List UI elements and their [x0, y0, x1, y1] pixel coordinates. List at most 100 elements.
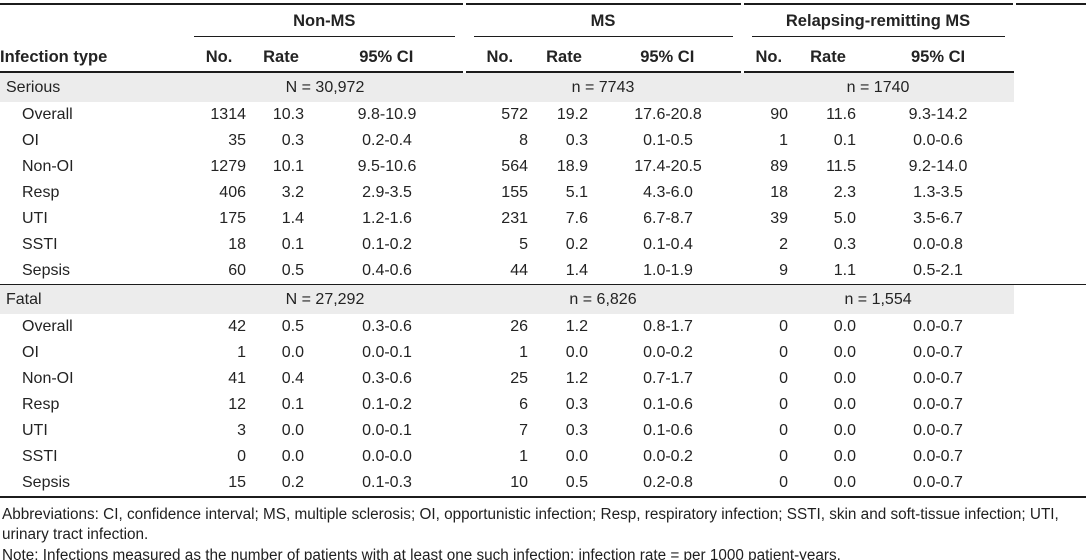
- group-label: MS: [473, 5, 733, 37]
- cell: 39: [770, 210, 789, 227]
- section-label: Fatal: [0, 284, 186, 314]
- row-label: Overall: [22, 318, 73, 335]
- cell: 1.2: [565, 318, 588, 335]
- cell: 0: [779, 318, 789, 335]
- group-header-ms: MS: [462, 3, 743, 37]
- row-label: Resp: [22, 184, 60, 201]
- cell: 1.2: [565, 370, 588, 387]
- cell: 1: [519, 448, 528, 465]
- cell: 6.7-8.7: [643, 210, 693, 227]
- row-label: Sepsis: [22, 262, 71, 279]
- cell: 17.6-20.8: [634, 106, 702, 123]
- cell: 0.7-1.7: [643, 370, 693, 387]
- cell: 3.5-6.7: [913, 210, 963, 227]
- cell: 10.3: [272, 106, 304, 123]
- col-header-rate: Rate: [794, 37, 863, 73]
- cell: 572: [501, 106, 528, 123]
- cell: 1: [779, 132, 789, 149]
- col-header-ci: 95% CI: [310, 37, 464, 73]
- filler-cell: [1014, 340, 1086, 366]
- filler-cell: [1014, 232, 1086, 258]
- cell: 3: [237, 422, 246, 439]
- col-header-rate: Rate: [534, 37, 594, 73]
- cell: 12: [228, 396, 246, 413]
- cell: 0.2-0.4: [362, 132, 412, 149]
- cell: 1.4: [565, 262, 588, 279]
- cell: 0.0: [833, 344, 857, 361]
- cell: 26: [510, 318, 528, 335]
- table-row: Sepsis 15 0.2 0.1-0.3 10 0.5 0.2-0.8 0 0.0 0.0-0.…: [0, 470, 1086, 498]
- cell: 0.0-0.7: [913, 370, 963, 387]
- column-header-row: Infection type No. Rate 95% CI No. Rate …: [0, 37, 1086, 73]
- group-header-row: Non-MS MS Relapsing-remitting MS: [0, 3, 1086, 37]
- cell: 5: [519, 236, 528, 253]
- cell: 18: [770, 184, 789, 201]
- cell: 564: [501, 158, 528, 175]
- row-header-label: Infection type: [0, 37, 186, 73]
- col-header-no: No.: [462, 37, 534, 73]
- col-header-ci: 95% CI: [594, 37, 743, 73]
- cell: 35: [228, 132, 246, 149]
- cell: 0.4: [281, 370, 304, 387]
- cell: 5.1: [565, 184, 588, 201]
- cell: 0.0: [833, 448, 857, 465]
- row-label: Non-OI: [22, 158, 74, 175]
- cell: 0: [237, 448, 246, 465]
- table-row: UTI 175 1.4 1.2-1.6 231 7.6 6.7-8.7 39 5.0 3.5-6.…: [0, 206, 1086, 232]
- cell: 1279: [210, 158, 246, 175]
- row-label: Non-OI: [22, 370, 74, 387]
- cell: 0.2-0.8: [594, 470, 743, 498]
- cell: 9.3-14.2: [908, 106, 968, 123]
- cell: 7: [519, 422, 528, 439]
- cell: 0.0: [281, 448, 304, 465]
- cell: 0.3: [281, 132, 304, 149]
- cell: 0.1-0.2: [362, 396, 412, 413]
- filler-cell: [1014, 258, 1086, 285]
- section-total: N = 27,292: [186, 284, 464, 314]
- group-header-non-ms: Non-MS: [186, 3, 464, 37]
- table-header: Non-MS MS Relapsing-remitting MS Infecti…: [0, 3, 1086, 73]
- section-total: n = 1,554: [742, 284, 1015, 314]
- col-header-no: No.: [740, 37, 795, 73]
- table-row: Resp 12 0.1 0.1-0.2 6 0.3 0.1-0.6 0 0.0 0.0-0.7: [0, 392, 1086, 418]
- filler-cell: [1014, 444, 1086, 470]
- group-label: Relapsing-remitting MS: [751, 5, 1005, 37]
- cell: 15: [186, 470, 252, 498]
- cell: 0.4-0.6: [362, 262, 412, 279]
- footnote-abbreviations: Abbreviations: CI, confidence interval; …: [2, 506, 1059, 544]
- filler-cell: [1014, 37, 1086, 72]
- section-total: n = 6,826: [464, 284, 743, 314]
- cell: 0.2: [565, 236, 588, 253]
- section-label: Serious: [0, 72, 186, 102]
- cell: 10.1: [272, 158, 304, 175]
- cell: 0.0-0.2: [643, 448, 693, 465]
- cell: 0.0-0.6: [913, 132, 963, 149]
- cell: 1314: [210, 106, 246, 123]
- cell: 0.0-0.8: [913, 236, 963, 253]
- filler-cell: [1014, 366, 1086, 392]
- filler-cell: [1014, 392, 1086, 418]
- cell: 2: [779, 236, 789, 253]
- cell: 0.5: [281, 262, 304, 279]
- cell: 0.1-0.3: [310, 470, 464, 498]
- section-header-row: Serious N = 30,972 n = 7743 n = 1740: [0, 72, 1086, 102]
- cell: 0: [779, 370, 789, 387]
- cell: 0.0-0.7: [913, 422, 963, 439]
- cell: 2.3: [833, 184, 857, 201]
- cell: 0: [742, 470, 795, 498]
- cell: 0.1-0.4: [643, 236, 693, 253]
- cell: 0: [779, 422, 789, 439]
- filler-cell: [1014, 72, 1086, 102]
- cell: 0.5: [534, 470, 594, 498]
- cell: 5.0: [833, 210, 857, 227]
- cell: 10: [464, 470, 534, 498]
- cell: 0.3: [565, 396, 588, 413]
- section-total: n = 1740: [742, 72, 1015, 102]
- cell: 18: [228, 236, 246, 253]
- row-label: UTI: [22, 422, 48, 439]
- cell: 9.5-10.6: [357, 158, 417, 175]
- cell: 17.4-20.5: [634, 158, 702, 175]
- filler-cell: [1014, 284, 1086, 314]
- cell: 0.0-0.1: [362, 422, 412, 439]
